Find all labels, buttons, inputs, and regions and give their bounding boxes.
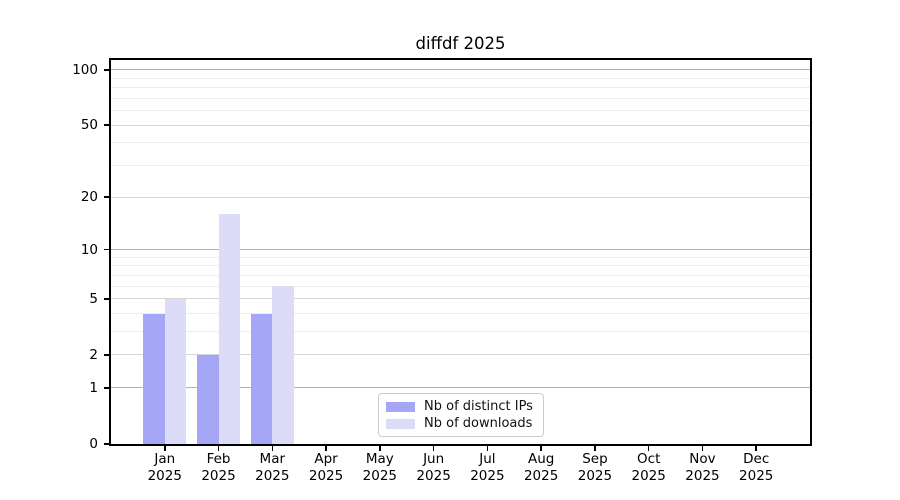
x-tick-label: Mar 2025	[240, 451, 304, 484]
y-tick-mark	[104, 124, 110, 126]
bar-nb-of-downloads-jan	[164, 298, 187, 444]
x-tick-month: Jan	[154, 451, 176, 467]
x-tick-month: Feb	[206, 451, 231, 467]
y-tick-mark	[104, 69, 110, 71]
x-tick-mark	[432, 446, 435, 451]
x-tick-year: 2025	[416, 467, 451, 484]
x-tick-year: 2025	[201, 467, 236, 484]
x-tick-month: Apr	[314, 451, 338, 467]
x-tick-month: Jul	[479, 451, 496, 467]
minor-gridline	[111, 256, 810, 258]
bar-nb-of-distinct-ips-mar	[250, 313, 273, 444]
x-tick-year: 2025	[523, 467, 559, 484]
y-tick-label: 10	[80, 241, 98, 258]
minor-gridline	[111, 274, 810, 276]
x-tick-mark	[325, 446, 327, 451]
bar-nb-of-distinct-ips-feb	[197, 354, 219, 444]
x-tick-label: Aug 2025	[509, 451, 573, 484]
major-gridline	[111, 249, 810, 251]
x-tick-month: Oct	[637, 451, 661, 467]
minor-gridline	[111, 110, 810, 112]
bar-nb-of-downloads-feb	[218, 214, 241, 444]
legend-row: Nb of distinct IPs	[386, 400, 535, 413]
legend-swatch	[386, 418, 415, 429]
x-tick-year: 2025	[470, 467, 505, 484]
x-tick-mark	[271, 446, 274, 451]
y-tick-label: 50	[80, 117, 98, 134]
x-tick-mark	[594, 446, 596, 451]
x-tick-month: Dec	[743, 451, 770, 467]
major-gridline	[111, 196, 810, 198]
x-tick-label: Jan 2025	[133, 451, 197, 484]
x-tick-mark	[379, 446, 381, 451]
y-tick-mark	[104, 443, 110, 445]
y-tick-label: 0	[89, 436, 98, 452]
x-tick-label: Jul 2025	[455, 451, 519, 484]
x-tick-month: Sep	[582, 451, 608, 467]
x-tick-label: May 2025	[348, 451, 412, 484]
y-tick-mark	[104, 196, 110, 198]
major-gridline	[111, 354, 810, 356]
y-tick-label: 1	[89, 379, 98, 396]
x-tick-label: Jun 2025	[402, 451, 466, 484]
legend-label: Nb of downloads	[424, 416, 533, 431]
y-tick-mark	[104, 297, 110, 300]
minor-gridline	[111, 97, 810, 99]
x-tick-year: 2025	[308, 467, 344, 484]
x-tick-mark	[701, 446, 704, 451]
x-tick-label: Feb 2025	[187, 451, 251, 484]
y-tick-mark	[104, 354, 110, 356]
x-tick-label: Dec 2025	[724, 451, 788, 484]
x-tick-label: Nov 2025	[670, 451, 734, 484]
chart-title: diffdf 2025	[415, 34, 506, 53]
x-tick-mark	[647, 446, 650, 451]
x-tick-year: 2025	[362, 467, 398, 484]
x-tick-year: 2025	[147, 467, 182, 484]
y-tick-label: 5	[89, 290, 98, 307]
x-tick-mark	[217, 446, 220, 451]
x-tick-mark	[540, 446, 542, 451]
y-tick-label: 2	[89, 346, 98, 363]
x-tick-mark	[755, 446, 758, 451]
major-gridline	[111, 387, 810, 389]
major-gridline	[111, 69, 810, 71]
minor-gridline	[111, 313, 810, 314]
x-tick-year: 2025	[685, 467, 720, 484]
x-tick-year: 2025	[255, 467, 290, 484]
y-tick-mark	[104, 248, 110, 251]
x-tick-month: Jun	[423, 451, 445, 467]
legend-row: Nb of downloads	[386, 417, 535, 430]
x-tick-mark	[486, 446, 489, 451]
x-tick-year: 2025	[577, 467, 613, 484]
minor-gridline	[111, 142, 810, 144]
x-tick-month: Nov	[689, 451, 716, 467]
x-tick-label: Apr 2025	[294, 451, 358, 484]
minor-gridline	[111, 165, 810, 167]
y-tick-label: 20	[80, 189, 98, 206]
minor-gridline	[111, 331, 810, 333]
x-tick-year: 2025	[739, 467, 774, 484]
x-tick-month: Mar	[259, 451, 286, 467]
x-tick-label: Sep 2025	[563, 451, 627, 484]
legend: Nb of distinct IPs Nb of downloads	[378, 393, 544, 437]
legend-swatch	[386, 401, 415, 412]
minor-gridline	[111, 285, 810, 287]
bar-nb-of-downloads-mar	[272, 286, 294, 444]
x-tick-month: May	[365, 451, 394, 467]
x-tick-mark	[163, 446, 166, 451]
x-tick-month: Aug	[527, 451, 555, 467]
bar-nb-of-distinct-ips-jan	[143, 313, 165, 444]
minor-gridline	[111, 87, 810, 89]
y-tick-label: 100	[72, 61, 98, 78]
minor-gridline	[111, 77, 810, 79]
minor-gridline	[111, 265, 810, 267]
major-gridline	[111, 298, 810, 300]
y-tick-mark	[104, 387, 110, 389]
major-gridline	[111, 124, 810, 126]
x-tick-label: Oct 2025	[617, 451, 681, 484]
plot-area	[111, 60, 810, 444]
x-tick-year: 2025	[631, 467, 666, 484]
legend-label: Nb of distinct IPs	[424, 399, 533, 414]
